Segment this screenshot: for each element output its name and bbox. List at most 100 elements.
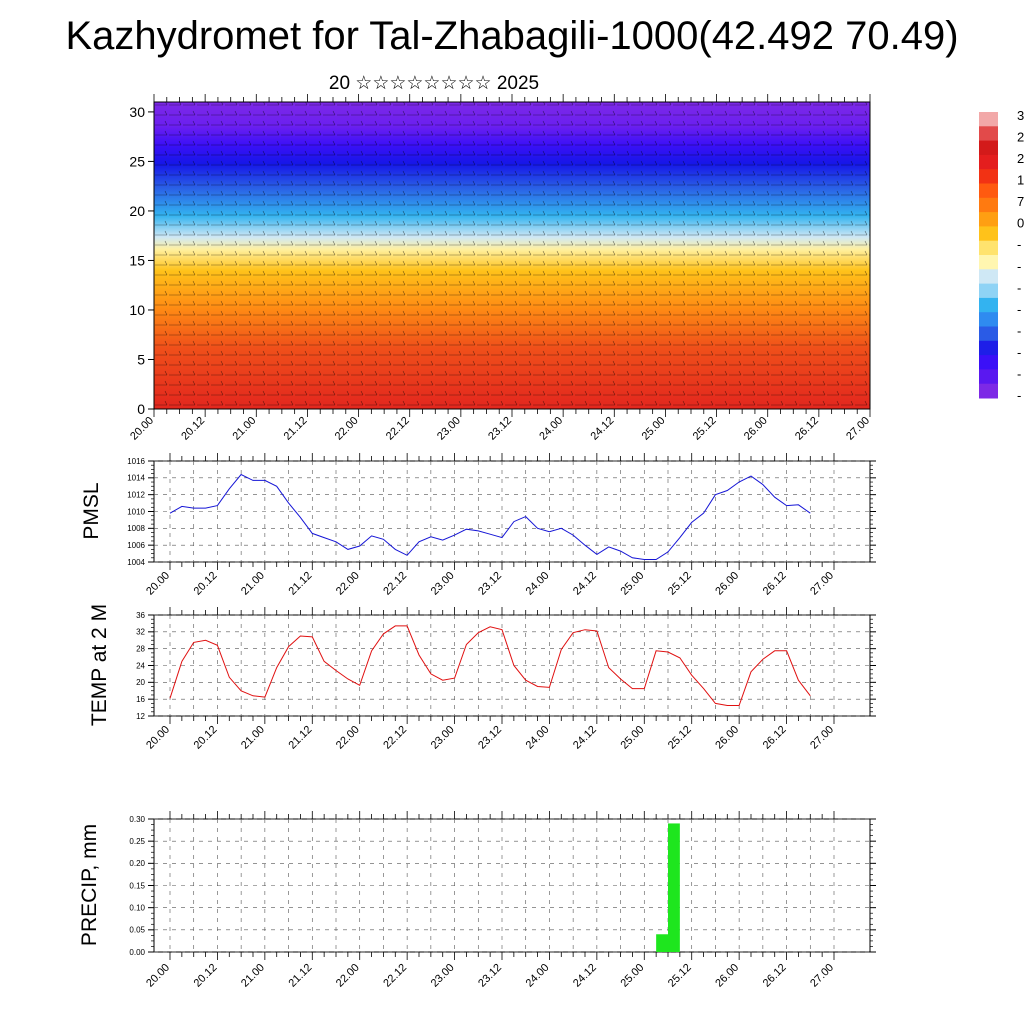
y-tick-label: 1004 bbox=[127, 558, 145, 567]
colorbar-swatch bbox=[979, 283, 998, 299]
colorbar-swatch bbox=[979, 269, 998, 285]
precip-y-label: PRECIP, mm bbox=[78, 824, 101, 946]
x-tick-label: 23.00 bbox=[435, 415, 463, 443]
x-tick-label: 26.00 bbox=[713, 962, 741, 990]
colorbar: 3 2 2 1 7 0 - - - - - - - - bbox=[979, 108, 1024, 403]
x-tick-label: 26.12 bbox=[761, 570, 789, 598]
precip-y-axis: 0.00 0.05 0.10 0.15 0.20 0.25 0.30 bbox=[129, 815, 876, 957]
x-tick-label: 24.12 bbox=[571, 570, 599, 598]
chart-title: Kazhydromet for Tal-Zhabagili-1000(42.49… bbox=[65, 14, 959, 58]
x-tick-label: 25.00 bbox=[618, 724, 646, 752]
precip-x-axis: 20.00 20.12 21.00 21.12 22.00 22.12 23.00 23.12… bbox=[144, 811, 836, 990]
pmsl-frame bbox=[153, 460, 871, 563]
pmsl-y-label: PMSL bbox=[80, 482, 103, 539]
colorbar-label: - bbox=[1017, 366, 1021, 381]
x-tick-label: 25.12 bbox=[666, 570, 694, 598]
x-tick-label: 21.12 bbox=[286, 570, 314, 598]
x-tick-label: 26.12 bbox=[761, 962, 789, 990]
y-tick-label: 12 bbox=[136, 712, 145, 721]
chart-subtitle: 20 ☆☆☆☆☆☆☆☆ 2025 bbox=[328, 73, 540, 94]
y-tick-label: 0.15 bbox=[129, 881, 145, 890]
y-tick-label: 20 bbox=[136, 678, 145, 687]
x-tick-label: 21.12 bbox=[286, 724, 314, 752]
x-tick-label: 22.12 bbox=[381, 570, 409, 598]
x-tick-label: 24.00 bbox=[524, 724, 552, 752]
precip-bar bbox=[668, 823, 680, 952]
x-tick-label: 25.12 bbox=[666, 724, 694, 752]
temp-x-axis: 20.00 20.12 21.00 21.12 22.00 22.12 23.00 23.12… bbox=[144, 607, 836, 752]
x-tick-label: 24.00 bbox=[524, 570, 552, 598]
colorbar-label: - bbox=[1017, 388, 1021, 403]
y-tick-label: 0.10 bbox=[129, 903, 145, 912]
x-tick-label: 26.00 bbox=[713, 724, 741, 752]
colorbar-swatch bbox=[979, 126, 998, 142]
x-tick-label: 23.12 bbox=[476, 962, 504, 990]
x-tick-label: 24.12 bbox=[588, 415, 616, 443]
upper-air-panel: 0 5 10 15 20 25 30 20.00 20.12 21.00 21.12 22.00 22… bbox=[128, 94, 872, 443]
x-tick-label: 22.00 bbox=[334, 570, 362, 598]
x-tick-label: 25.00 bbox=[618, 570, 646, 598]
y-tick-label: 1016 bbox=[127, 457, 145, 466]
colorbar-label: 1 bbox=[1017, 173, 1024, 188]
y-tick-label: 1012 bbox=[127, 490, 145, 499]
colorbar-swatch bbox=[979, 340, 998, 356]
x-tick-label: 24.00 bbox=[524, 962, 552, 990]
pmsl-grid bbox=[154, 460, 870, 563]
x-tick-label: 21.00 bbox=[239, 962, 267, 990]
y-tick-label: 0.20 bbox=[129, 859, 145, 868]
colorbar-swatch bbox=[979, 312, 998, 327]
pmsl-x-axis: 20.00 20.12 21.00 21.12 22.00 22.12 23.00 23.12… bbox=[144, 453, 836, 598]
precip-bar bbox=[656, 934, 668, 952]
y-tick-label: 15 bbox=[129, 252, 145, 268]
temp-panel: 12 16 20 24 28 32 36 20.00 20.12 21.00 21.12 22.00… bbox=[88, 604, 876, 752]
x-tick-label: 24.12 bbox=[571, 962, 599, 990]
x-tick-label: 25.12 bbox=[666, 962, 694, 990]
y-tick-label: 1010 bbox=[127, 507, 145, 516]
x-tick-label: 23.00 bbox=[429, 724, 457, 752]
y-tick-label: 24 bbox=[136, 661, 145, 670]
x-tick-label: 24.00 bbox=[537, 415, 565, 443]
y-tick-label: 0 bbox=[137, 401, 145, 417]
colorbar-label: - bbox=[1017, 280, 1021, 295]
x-tick-label: 23.12 bbox=[486, 415, 514, 443]
x-tick-label: 20.12 bbox=[192, 724, 220, 752]
x-tick-label: 21.12 bbox=[282, 415, 310, 443]
colorbar-label: 0 bbox=[1017, 216, 1024, 231]
y-tick-label: 0.00 bbox=[129, 948, 145, 957]
colorbar-swatch bbox=[979, 326, 998, 342]
x-tick-label: 24.12 bbox=[571, 724, 599, 752]
colorbar-swatch bbox=[979, 112, 998, 127]
x-tick-label: 20.00 bbox=[144, 570, 172, 598]
x-tick-label: 21.00 bbox=[239, 724, 267, 752]
temp-y-label: TEMP at 2 M bbox=[88, 604, 111, 726]
temp-y-axis: 12 16 20 24 28 32 36 bbox=[136, 611, 876, 721]
temp-frame bbox=[153, 614, 871, 717]
colorbar-swatch bbox=[979, 154, 998, 170]
y-tick-label: 1006 bbox=[127, 541, 145, 550]
x-tick-label: 20.12 bbox=[192, 570, 220, 598]
wind-barbs-overlay bbox=[154, 102, 870, 409]
colorbar-swatch bbox=[979, 226, 998, 242]
colorbar-swatch bbox=[979, 355, 998, 370]
x-tick-label: 20.00 bbox=[144, 962, 172, 990]
y-tick-label: 25 bbox=[129, 153, 145, 169]
colorbar-swatch bbox=[979, 383, 998, 399]
x-tick-label: 22.12 bbox=[381, 962, 409, 990]
x-tick-label: 23.12 bbox=[476, 724, 504, 752]
y-tick-label: 36 bbox=[136, 611, 145, 620]
colorbar-label: - bbox=[1017, 302, 1021, 317]
x-tick-label: 27.00 bbox=[808, 570, 836, 598]
x-tick-label: 21.00 bbox=[239, 570, 267, 598]
y-tick-label: 0.30 bbox=[129, 815, 145, 824]
x-tick-label: 22.12 bbox=[384, 415, 412, 443]
colorbar-swatch bbox=[979, 240, 998, 256]
y-tick-label: 1008 bbox=[127, 524, 145, 533]
x-tick-label: 21.00 bbox=[230, 415, 258, 443]
x-tick-label: 25.12 bbox=[691, 415, 719, 443]
y-tick-label: 30 bbox=[129, 104, 145, 120]
x-tick-label: 23.12 bbox=[476, 570, 504, 598]
y-tick-label: 0.25 bbox=[129, 837, 145, 846]
colorbar-label: 2 bbox=[1017, 151, 1024, 166]
